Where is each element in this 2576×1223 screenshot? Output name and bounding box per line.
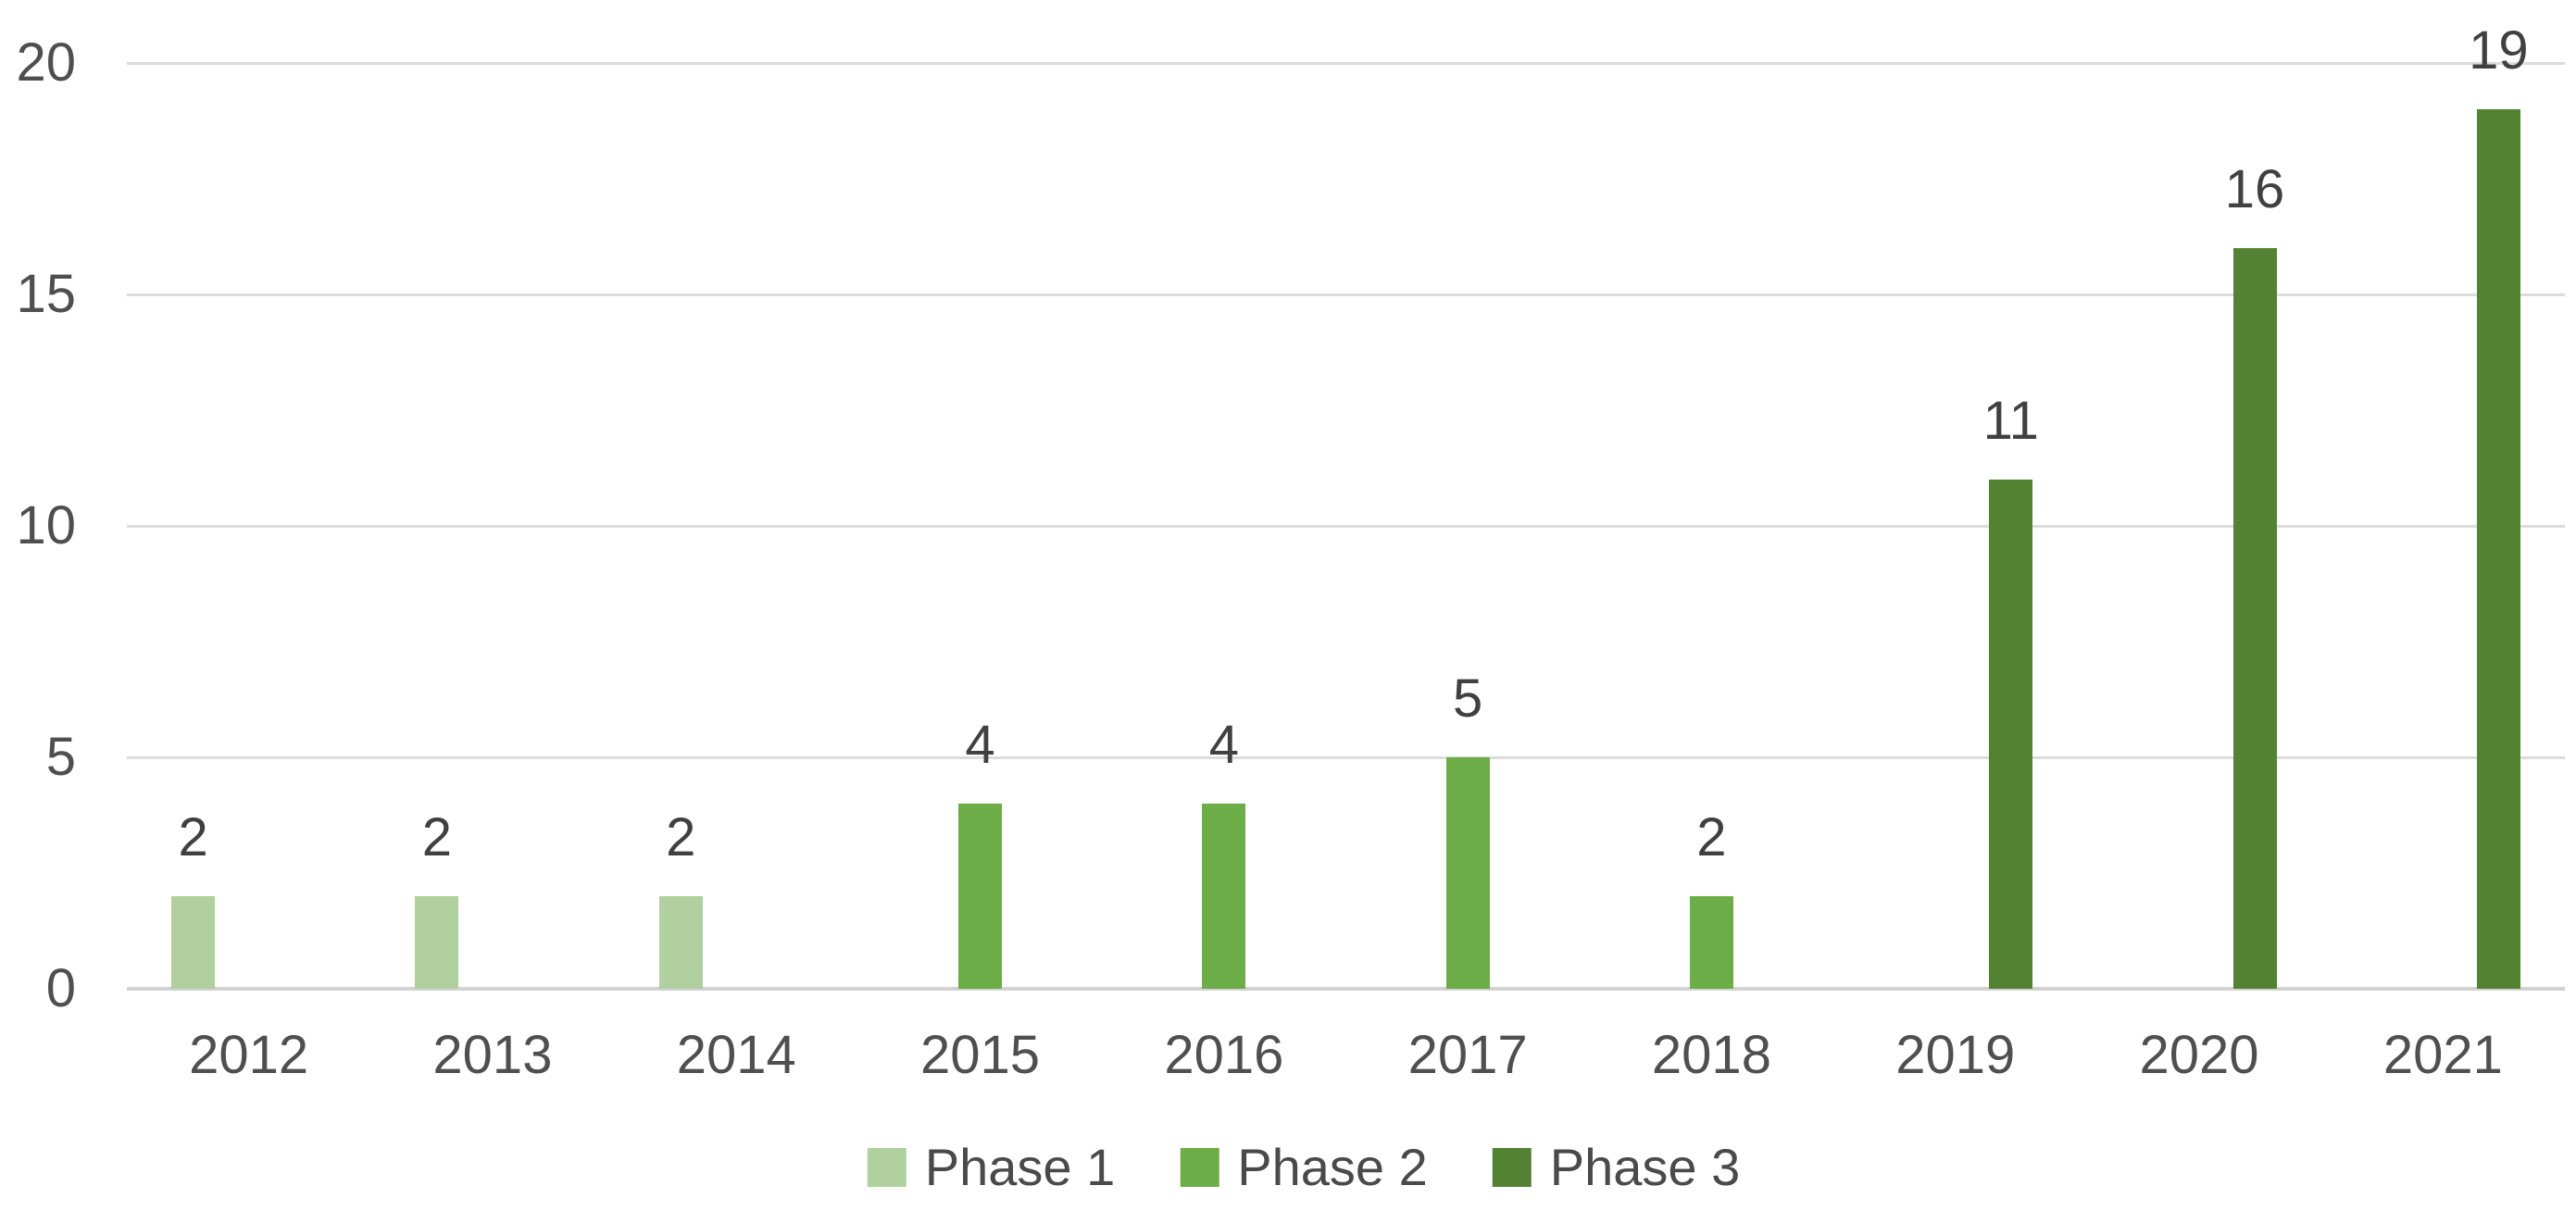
bar-2019 xyxy=(1989,480,2033,989)
bar-value-label: 4 xyxy=(965,715,995,775)
bar-2012 xyxy=(171,896,216,989)
bar-2017 xyxy=(1445,757,1490,989)
bar-2018 xyxy=(1689,896,1733,989)
gridline xyxy=(127,756,2565,759)
legend-label: Phase 3 xyxy=(1549,1138,1741,1196)
x-axis-label-2016: 2016 xyxy=(1164,1025,1284,1085)
bar-2015 xyxy=(958,804,1003,989)
bar-2016 xyxy=(1202,804,1246,989)
legend-swatch-icon xyxy=(1492,1148,1532,1187)
gridline xyxy=(127,62,2565,65)
legend-swatch-icon xyxy=(867,1148,907,1187)
x-axis-label-2013: 2013 xyxy=(432,1025,553,1085)
legend: Phase 1 Phase 2 Phase 3 xyxy=(867,1138,1741,1196)
legend-swatch-icon xyxy=(1180,1148,1219,1187)
x-axis-label-2014: 2014 xyxy=(676,1025,796,1085)
bar-value-label: 19 xyxy=(2469,20,2529,81)
gridline xyxy=(127,293,2565,296)
bar-2013 xyxy=(415,896,459,989)
legend-item-phase-2: Phase 2 xyxy=(1180,1141,1428,1194)
bar-value-label: 2 xyxy=(178,807,208,867)
bar-2020 xyxy=(2232,248,2277,989)
x-axis-line xyxy=(127,987,2565,991)
bar-value-label: 4 xyxy=(1208,715,1239,775)
legend-label: Phase 2 xyxy=(1237,1138,1428,1196)
legend-label: Phase 1 xyxy=(924,1138,1116,1196)
bar-value-label: 2 xyxy=(666,807,696,867)
x-axis-label-2015: 2015 xyxy=(920,1025,1041,1085)
bar-2021 xyxy=(2476,109,2520,989)
x-axis-label-2019: 2019 xyxy=(1895,1025,2016,1085)
y-axis-tick-label: 15 xyxy=(16,264,76,324)
y-axis-tick-label: 5 xyxy=(45,727,76,787)
gridline xyxy=(127,525,2565,528)
y-axis-tick-label: 20 xyxy=(16,32,76,93)
legend-item-phase-3: Phase 3 xyxy=(1492,1138,1741,1196)
bar-value-label: 2 xyxy=(1696,807,1727,867)
bar-value-label: 2 xyxy=(421,807,453,867)
x-axis-label-2017: 2017 xyxy=(1407,1025,1528,1085)
x-axis-label-2021: 2021 xyxy=(2382,1025,2503,1085)
bar-value-label: 5 xyxy=(1453,668,1483,729)
y-axis-tick-label: 0 xyxy=(45,958,76,1018)
y-axis-tick-label: 10 xyxy=(16,495,76,555)
x-axis-label-2018: 2018 xyxy=(1651,1025,1771,1085)
bar-value-label: 11 xyxy=(1982,391,2039,451)
x-axis-label-2020: 2020 xyxy=(2139,1025,2259,1085)
legend-item-phase-1: Phase 1 xyxy=(867,1138,1116,1196)
x-axis-label-2012: 2012 xyxy=(189,1025,309,1085)
bar-value-label: 16 xyxy=(2224,159,2285,219)
bar-2014 xyxy=(658,896,703,989)
